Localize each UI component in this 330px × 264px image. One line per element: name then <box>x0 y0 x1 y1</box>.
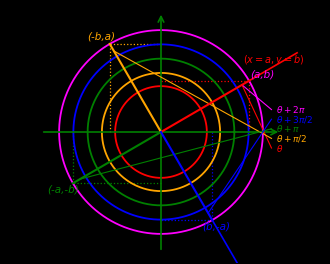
Text: $(x=a,y=b)$: $(x=a,y=b)$ <box>243 53 304 67</box>
Text: (-a,-b): (-a,-b) <box>47 185 79 195</box>
Text: $\theta$: $\theta$ <box>276 143 283 153</box>
Text: $\theta+3\pi/2$: $\theta+3\pi/2$ <box>276 114 314 125</box>
Text: $\theta+2\pi$: $\theta+2\pi$ <box>276 104 306 115</box>
Text: (-b,a): (-b,a) <box>87 31 116 41</box>
Text: (b,-a): (b,-a) <box>203 222 231 232</box>
Text: $\theta+\pi$: $\theta+\pi$ <box>276 123 300 134</box>
Text: (a,b): (a,b) <box>251 69 275 79</box>
Text: $\theta+\pi/2$: $\theta+\pi/2$ <box>276 133 308 144</box>
